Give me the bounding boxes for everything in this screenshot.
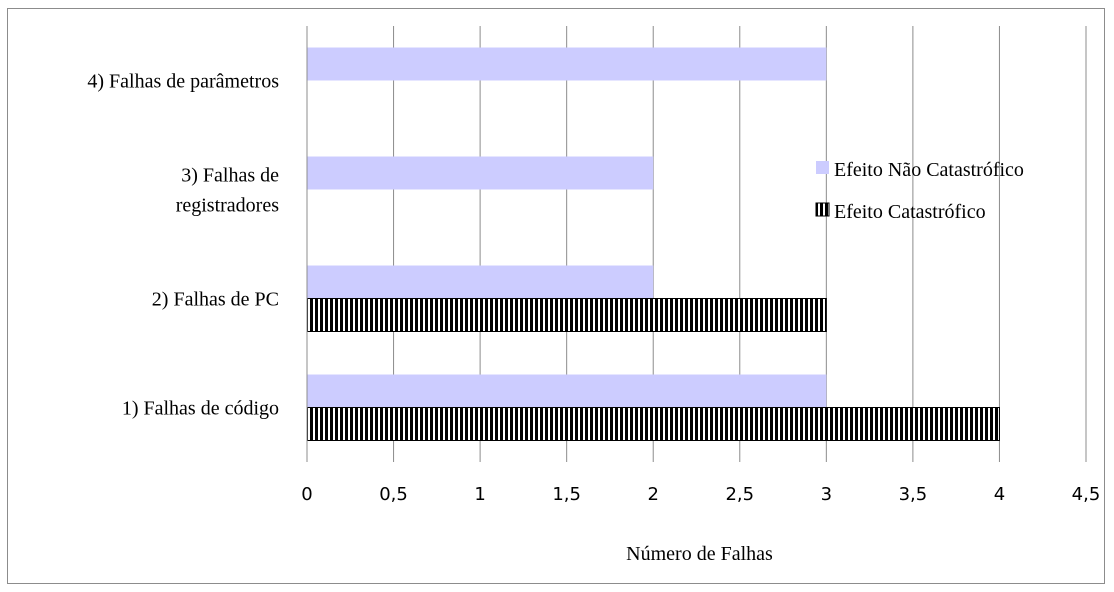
legend-swatch-catastrofico: [815, 202, 830, 217]
bar-nao-catastrofico: [307, 47, 827, 81]
category-label: 3) Falhas de registradores: [176, 165, 280, 217]
x-tick-label: 0: [301, 484, 312, 505]
legend: Efeito Não Catastrófico Efeito Catastrófi…: [815, 159, 1024, 223]
bars: [306, 47, 1000, 441]
category-label: 4) Falhas de parâmetros: [87, 71, 279, 93]
x-tick-label: 3: [821, 484, 832, 505]
category-label: 2) Falhas de PC: [152, 289, 279, 311]
bar-nao-catastrofico: [307, 265, 654, 299]
x-tick-label: 4,5: [1072, 484, 1101, 505]
x-tick-label: 0,5: [379, 484, 408, 505]
x-tick-label: 2: [647, 484, 658, 505]
legend-label: Efeito Não Catastrófico: [834, 159, 1024, 181]
x-tick-label: 3,5: [899, 484, 928, 505]
legend-swatch-nao-catastrofico: [816, 161, 829, 174]
bar-nao-catastrofico: [307, 156, 654, 190]
bar-catastrofico: [306, 407, 1000, 441]
category-label: 1) Falhas de código: [122, 398, 279, 420]
bar-catastrofico: [306, 298, 827, 332]
labels: 0 0,5 1 1,5 2 2,5 3 3,5 4 4,5 1) Falhas de código 2…: [87, 71, 1100, 566]
x-tick-label: 4: [994, 484, 1005, 505]
x-tick-label: 1,5: [552, 484, 581, 505]
legend-label: Efeito Catastrófico: [834, 201, 986, 223]
x-tick-label: 1: [474, 484, 485, 505]
bar-nao-catastrofico: [307, 374, 827, 408]
x-axis-title: Número de Falhas: [626, 543, 773, 565]
x-tick-label: 2,5: [725, 484, 754, 505]
